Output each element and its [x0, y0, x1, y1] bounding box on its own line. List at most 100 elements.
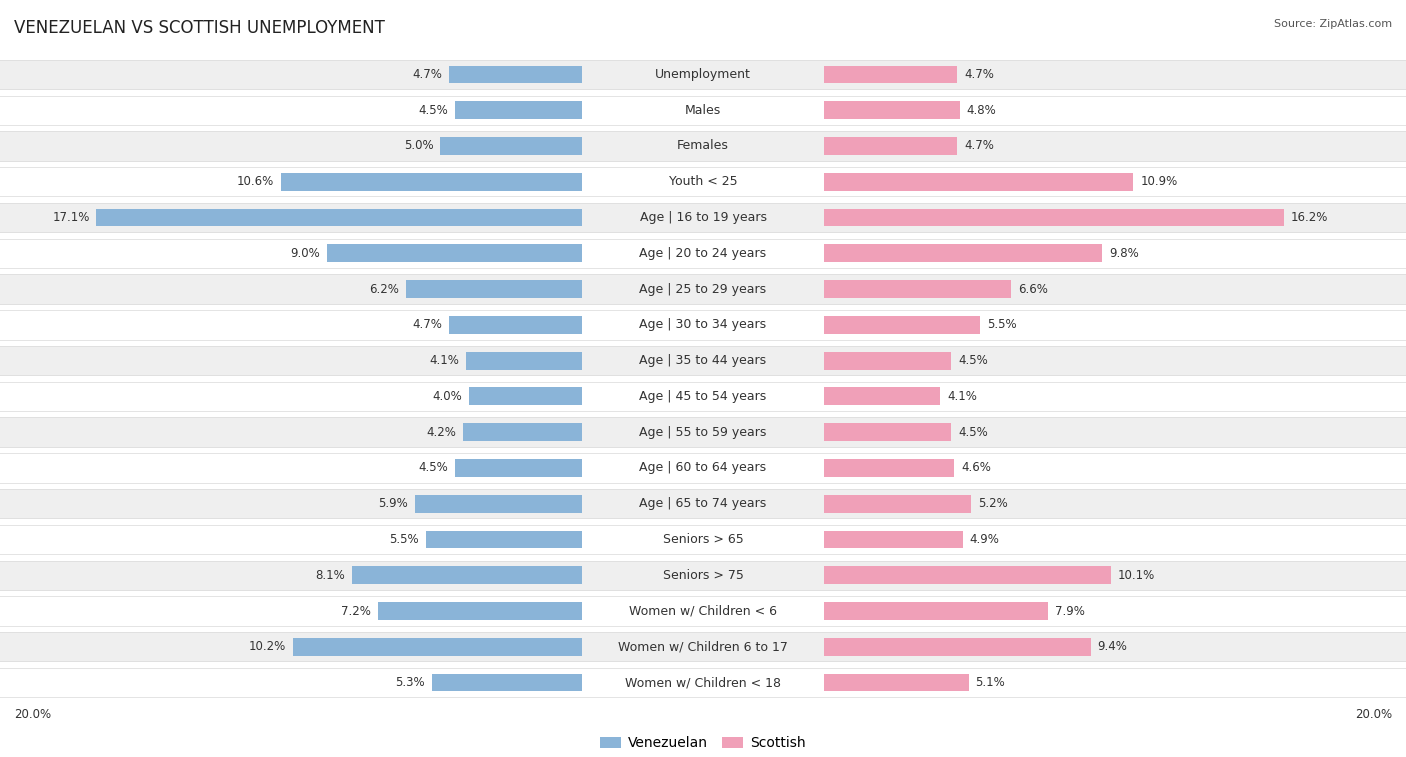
- Text: 5.1%: 5.1%: [976, 676, 1005, 689]
- Text: Age | 16 to 19 years: Age | 16 to 19 years: [640, 211, 766, 224]
- Bar: [0, 60, 1406, 89]
- Bar: [97, 209, 582, 226]
- Bar: [0, 489, 1406, 519]
- Bar: [468, 388, 582, 405]
- Text: Age | 30 to 34 years: Age | 30 to 34 years: [640, 319, 766, 332]
- Text: VENEZUELAN VS SCOTTISH UNEMPLOYMENT: VENEZUELAN VS SCOTTISH UNEMPLOYMENT: [14, 19, 385, 37]
- Bar: [824, 638, 1091, 656]
- Text: 7.9%: 7.9%: [1054, 605, 1085, 618]
- Text: Males: Males: [685, 104, 721, 117]
- Text: 4.0%: 4.0%: [432, 390, 461, 403]
- Bar: [0, 131, 1406, 160]
- Text: 16.2%: 16.2%: [1291, 211, 1329, 224]
- Text: 6.2%: 6.2%: [370, 282, 399, 295]
- Text: 4.7%: 4.7%: [412, 68, 441, 81]
- Text: 7.2%: 7.2%: [342, 605, 371, 618]
- Text: 4.2%: 4.2%: [426, 425, 456, 438]
- Bar: [824, 459, 955, 477]
- Text: 4.5%: 4.5%: [959, 354, 988, 367]
- Text: Age | 25 to 29 years: Age | 25 to 29 years: [640, 282, 766, 295]
- Bar: [824, 66, 957, 83]
- Bar: [0, 238, 1406, 268]
- Bar: [0, 525, 1406, 554]
- Bar: [454, 459, 582, 477]
- Bar: [0, 95, 1406, 125]
- Bar: [824, 602, 1047, 620]
- Bar: [0, 632, 1406, 662]
- Text: Age | 55 to 59 years: Age | 55 to 59 years: [640, 425, 766, 438]
- Text: 4.7%: 4.7%: [965, 139, 994, 152]
- Text: 17.1%: 17.1%: [52, 211, 90, 224]
- Text: 4.1%: 4.1%: [948, 390, 977, 403]
- Bar: [824, 137, 957, 155]
- Bar: [281, 173, 582, 191]
- Bar: [292, 638, 582, 656]
- Text: 10.6%: 10.6%: [238, 176, 274, 188]
- Bar: [824, 531, 963, 548]
- Bar: [824, 352, 952, 369]
- Text: 9.8%: 9.8%: [1109, 247, 1139, 260]
- Text: Women w/ Children 6 to 17: Women w/ Children 6 to 17: [619, 640, 787, 653]
- Text: 4.7%: 4.7%: [965, 68, 994, 81]
- Text: 20.0%: 20.0%: [14, 708, 51, 721]
- Text: Seniors > 65: Seniors > 65: [662, 533, 744, 546]
- Bar: [463, 423, 582, 441]
- Text: 10.1%: 10.1%: [1118, 569, 1154, 581]
- Text: 5.5%: 5.5%: [987, 319, 1017, 332]
- Bar: [824, 316, 980, 334]
- Bar: [0, 561, 1406, 590]
- Text: 4.7%: 4.7%: [412, 319, 441, 332]
- Bar: [415, 495, 582, 512]
- Text: 10.9%: 10.9%: [1140, 176, 1177, 188]
- Text: Age | 35 to 44 years: Age | 35 to 44 years: [640, 354, 766, 367]
- Text: 8.1%: 8.1%: [315, 569, 346, 581]
- Text: Source: ZipAtlas.com: Source: ZipAtlas.com: [1274, 19, 1392, 29]
- Bar: [449, 316, 582, 334]
- Bar: [824, 566, 1111, 584]
- Text: 5.0%: 5.0%: [404, 139, 433, 152]
- Text: Women w/ Children < 18: Women w/ Children < 18: [626, 676, 780, 689]
- Bar: [454, 101, 582, 119]
- Bar: [426, 531, 582, 548]
- Bar: [824, 280, 1011, 298]
- Text: Age | 45 to 54 years: Age | 45 to 54 years: [640, 390, 766, 403]
- Bar: [824, 101, 960, 119]
- Text: Unemployment: Unemployment: [655, 68, 751, 81]
- Text: 4.5%: 4.5%: [418, 104, 447, 117]
- Text: Youth < 25: Youth < 25: [669, 176, 737, 188]
- Bar: [824, 388, 941, 405]
- Text: Seniors > 75: Seniors > 75: [662, 569, 744, 581]
- Bar: [353, 566, 582, 584]
- Bar: [0, 203, 1406, 232]
- Text: 5.9%: 5.9%: [378, 497, 408, 510]
- Text: 10.2%: 10.2%: [249, 640, 285, 653]
- Bar: [0, 310, 1406, 339]
- Bar: [432, 674, 582, 691]
- Bar: [0, 668, 1406, 697]
- Bar: [824, 173, 1133, 191]
- Text: Age | 60 to 64 years: Age | 60 to 64 years: [640, 462, 766, 475]
- Text: 9.0%: 9.0%: [290, 247, 319, 260]
- Text: Age | 20 to 24 years: Age | 20 to 24 years: [640, 247, 766, 260]
- Bar: [824, 245, 1102, 262]
- Legend: Venezuelan, Scottish: Venezuelan, Scottish: [595, 731, 811, 755]
- Text: 9.4%: 9.4%: [1098, 640, 1128, 653]
- Bar: [326, 245, 582, 262]
- Bar: [824, 209, 1284, 226]
- Text: Women w/ Children < 6: Women w/ Children < 6: [628, 605, 778, 618]
- Bar: [824, 495, 972, 512]
- Bar: [824, 423, 952, 441]
- Text: Age | 65 to 74 years: Age | 65 to 74 years: [640, 497, 766, 510]
- Text: 5.3%: 5.3%: [395, 676, 425, 689]
- Bar: [449, 66, 582, 83]
- Bar: [406, 280, 582, 298]
- Text: 4.8%: 4.8%: [967, 104, 997, 117]
- Bar: [440, 137, 582, 155]
- Bar: [465, 352, 582, 369]
- Text: 4.9%: 4.9%: [970, 533, 1000, 546]
- Bar: [0, 382, 1406, 411]
- Bar: [0, 453, 1406, 483]
- Bar: [0, 167, 1406, 196]
- Bar: [0, 346, 1406, 375]
- Text: 5.5%: 5.5%: [389, 533, 419, 546]
